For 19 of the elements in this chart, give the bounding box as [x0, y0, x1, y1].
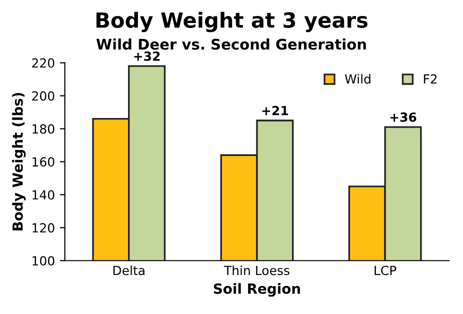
y-tick-label: 100	[32, 256, 54, 266]
annotation: +32	[134, 51, 160, 61]
y-tick-label: 180	[32, 124, 54, 134]
y-tick-label: 220	[32, 58, 54, 68]
legend-label: F2	[424, 74, 437, 84]
x-tick-label: Delta	[113, 265, 144, 276]
x-axis-title: Soil Region	[214, 283, 300, 297]
chart-title: Body Weight at 3 years	[96, 12, 368, 32]
y-tick-label: 160	[32, 157, 54, 167]
legend-label: Wild	[344, 74, 370, 84]
x-tick-label: Thin Loess	[224, 265, 290, 276]
x-tick-label: LCP	[374, 266, 396, 276]
annotation: +36	[390, 112, 416, 122]
chart-subtitle: Wild Deer vs. Second Generation	[96, 38, 366, 50]
annotation: +21	[262, 106, 288, 116]
y-tick-label: 200	[32, 91, 54, 101]
y-tick-label: 140	[32, 190, 54, 200]
y-tick-label: 120	[32, 223, 54, 233]
y-axis-title: Body Weight (lbs)	[12, 92, 26, 230]
